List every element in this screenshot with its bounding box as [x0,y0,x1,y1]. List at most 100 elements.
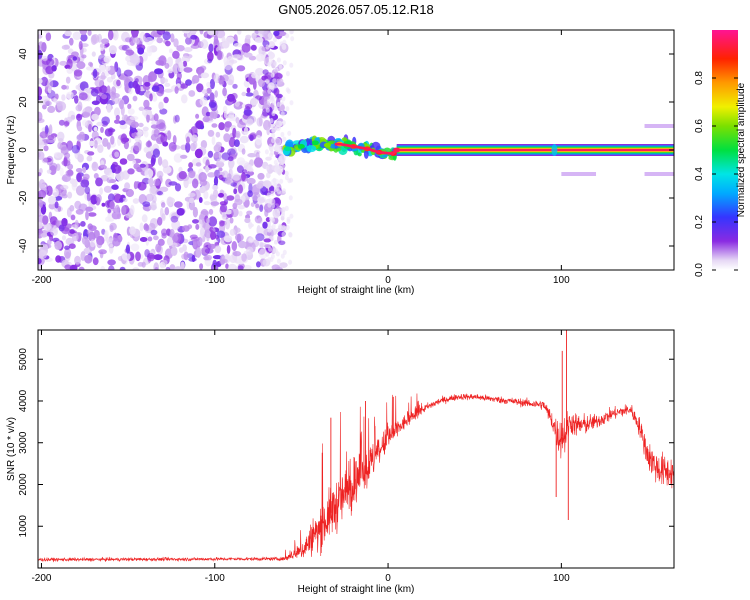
noise-blob [87,30,92,36]
noise-blob [128,81,134,89]
x-tick-label: 100 [553,573,570,584]
noise-blob [276,77,284,85]
noise-blob [265,165,270,171]
noise-blob [267,33,272,39]
noise-blob [86,229,94,236]
noise-blob [149,145,155,151]
noise-blob [270,235,275,242]
noise-blob [199,213,205,220]
noise-blob [70,214,76,221]
noise-blob [277,31,287,37]
noise-blob [77,153,84,163]
noise-blob [185,37,192,45]
noise-blob [103,55,112,63]
noise-blob [267,227,272,233]
noise-blob [285,106,290,112]
noise-blob [200,39,209,49]
y-tick-label: 2000 [18,473,29,496]
noise-blob [86,155,93,162]
noise-blob [172,50,180,59]
noise-blob [107,259,116,266]
noise-blob [90,194,98,205]
noise-blob [165,266,171,270]
noise-blob [163,78,169,83]
noise-blob [232,54,241,59]
noise-blob [265,107,270,113]
noise-blob [285,33,290,39]
spectrogram-signal-trace [282,124,674,176]
noise-blob [130,121,139,128]
noise-blob [132,80,139,89]
noise-blob [38,258,42,265]
noise-blob [125,49,134,56]
noise-blob [125,244,130,254]
signal-point [323,142,331,148]
noise-blob [243,109,253,116]
noise-blob [54,240,63,250]
noise-blob [50,228,58,236]
noise-blob [64,245,70,250]
noise-blob [270,150,275,156]
noise-blob [94,79,104,88]
noise-blob [290,30,295,34]
noise-blob [272,78,277,84]
noise-blob [231,241,238,251]
noise-blob [168,142,177,152]
noise-blob [278,223,283,229]
noise-blob [157,191,163,196]
noise-blob [239,160,249,166]
noise-blob [218,80,225,86]
noise-blob [74,95,79,104]
noise-blob [170,33,175,43]
noise-blob [215,161,225,168]
noise-blob [115,114,120,121]
noise-blob [267,202,272,208]
noise-blob [132,159,137,165]
noise-blob [61,235,67,241]
noise-blob [246,177,256,185]
noise-blob [40,76,49,87]
noise-blob [282,225,286,231]
noise-blob [248,221,253,229]
noise-blob [153,128,160,138]
noise-blob [181,55,191,63]
noise-blob [145,89,150,99]
signal-blob [357,152,362,157]
noise-blob [61,174,71,183]
noise-blob [125,55,132,62]
noise-blob [195,223,200,230]
y-tick-label: 3000 [18,431,29,454]
noise-blob [208,164,217,169]
noise-blob [151,85,160,92]
noise-blob [129,226,136,235]
noise-blob [135,251,141,262]
noise-blob [61,94,66,101]
noise-blob [120,133,128,144]
noise-blob [258,78,265,88]
noise-blob [196,83,204,93]
noise-blob [215,131,221,138]
noise-blob [153,235,159,241]
noise-blob [188,192,196,197]
noise-blob [209,78,215,90]
noise-blob [82,119,88,127]
noise-blob [280,207,285,213]
noise-blob [178,61,184,69]
noise-blob [103,185,112,193]
noise-blob [213,35,219,45]
x-tick-label: 100 [553,275,570,286]
noise-blob [149,185,158,196]
noise-blob [245,34,252,40]
noise-blob [66,91,74,100]
signal-point [311,140,319,146]
noise-blob [81,236,89,245]
noise-blob [144,82,151,87]
noise-blob [65,237,75,246]
noise-blob [38,189,47,199]
noise-blob [206,232,210,242]
noise-blob [237,30,242,35]
y-tick-label: 4000 [18,389,29,412]
noise-blob [93,229,100,239]
